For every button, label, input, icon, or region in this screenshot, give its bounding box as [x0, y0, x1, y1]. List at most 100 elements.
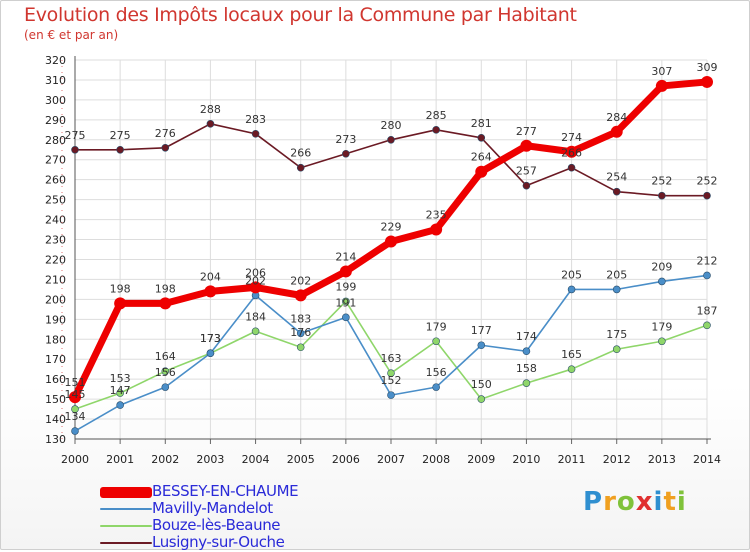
- data-point: [612, 345, 621, 354]
- x-tick-label: 2010: [512, 453, 540, 466]
- legend-swatch: [100, 525, 152, 527]
- data-point: [161, 367, 170, 375]
- data-label: 153: [110, 372, 131, 385]
- data-point: [296, 329, 305, 338]
- data-point: [567, 365, 576, 373]
- proxiti-logo: Proxiti: [583, 487, 687, 517]
- data-point: [206, 349, 215, 358]
- logo-letter: x: [635, 487, 654, 517]
- series-0: [69, 75, 713, 404]
- series-2: [71, 297, 711, 413]
- y-tick-label: 270: [45, 154, 66, 167]
- legend-label: Lusigny-sur-Ouche: [152, 533, 285, 551]
- x-tick-label: 2005: [287, 453, 315, 466]
- data-label: 285: [426, 109, 447, 122]
- data-label: 202: [290, 274, 311, 287]
- data-point: [161, 143, 170, 152]
- data-label: 276: [155, 127, 176, 140]
- data-point: [249, 281, 262, 294]
- x-tick-label: 2012: [603, 453, 631, 466]
- data-label: 307: [651, 65, 672, 78]
- y-tick-label: 280: [45, 134, 66, 147]
- data-label: 288: [200, 103, 221, 116]
- data-point: [387, 135, 395, 144]
- y-tick-label: 170: [45, 353, 66, 366]
- data-point: [71, 145, 79, 154]
- data-point: [522, 379, 531, 387]
- data-label: 179: [651, 320, 672, 333]
- data-label: 151: [65, 376, 86, 389]
- x-tick-label: 2009: [467, 453, 495, 466]
- data-point: [432, 383, 440, 391]
- y-tick-label: 240: [45, 214, 66, 227]
- data-label: 163: [381, 352, 402, 365]
- data-point: [701, 75, 713, 88]
- legend-label: BESSEY-EN-CHAUME: [152, 482, 299, 500]
- y-tick-label: 200: [45, 293, 66, 306]
- data-point: [161, 383, 170, 391]
- data-point: [342, 297, 350, 306]
- data-label: 206: [245, 266, 266, 279]
- logo-letter: i: [676, 487, 687, 517]
- data-label: 150: [471, 378, 492, 391]
- data-label: 173: [200, 332, 221, 345]
- x-tick-label: 2002: [151, 453, 179, 466]
- data-label: 158: [516, 362, 537, 375]
- data-label: 273: [335, 133, 356, 146]
- data-label: 277: [516, 125, 537, 138]
- data-label: 266: [290, 147, 311, 160]
- data-point: [69, 391, 81, 404]
- data-label: 274: [561, 131, 582, 144]
- legend-label: Bouze-lès-Beaune: [152, 516, 281, 534]
- data-label: 145: [65, 388, 86, 401]
- data-point: [658, 277, 666, 286]
- y-tick-label: 220: [45, 253, 66, 266]
- data-label: 134: [65, 410, 86, 423]
- data-label: 156: [426, 366, 447, 379]
- data-point: [612, 285, 621, 294]
- logo-letter: P: [583, 487, 604, 517]
- data-point: [610, 125, 623, 138]
- logo-letter: t: [663, 487, 677, 517]
- data-point: [116, 145, 124, 154]
- data-label: 177: [471, 324, 492, 337]
- y-tick-label: 180: [45, 333, 66, 346]
- data-label: 283: [245, 113, 266, 126]
- data-label: 175: [606, 328, 627, 341]
- data-point: [159, 297, 172, 310]
- data-point: [385, 235, 397, 248]
- logo-letter: r: [603, 487, 617, 517]
- logo-letter: i: [653, 487, 664, 517]
- data-point: [204, 285, 217, 298]
- data-point: [387, 391, 395, 399]
- series-1: [71, 271, 711, 435]
- x-tick-label: 2014: [693, 453, 721, 466]
- x-tick-label: 2008: [422, 453, 450, 466]
- data-point: [71, 427, 79, 435]
- x-tick-label: 2004: [242, 453, 270, 466]
- series-lines: [69, 75, 713, 435]
- axes: 1301401501601701801902002102202302402502…: [45, 54, 721, 466]
- y-tick-label: 130: [45, 433, 66, 446]
- data-point: [116, 389, 124, 397]
- data-point: [655, 79, 668, 92]
- data-point: [703, 271, 711, 280]
- data-label: 198: [155, 282, 176, 295]
- data-label: 284: [606, 111, 627, 124]
- x-tick-label: 2007: [377, 453, 405, 466]
- legend-swatch: [100, 486, 152, 498]
- data-point: [251, 130, 260, 138]
- data-point: [612, 187, 621, 196]
- data-label: 280: [381, 119, 402, 132]
- x-tick-label: 2011: [558, 453, 586, 466]
- data-label: 205: [606, 268, 627, 281]
- data-label: 187: [697, 304, 718, 317]
- x-tick-label: 2013: [648, 453, 676, 466]
- series-3: [71, 120, 711, 200]
- data-label: 184: [245, 310, 266, 323]
- data-point: [477, 341, 486, 350]
- y-tick-label: 290: [45, 114, 66, 127]
- data-label: 212: [697, 254, 718, 267]
